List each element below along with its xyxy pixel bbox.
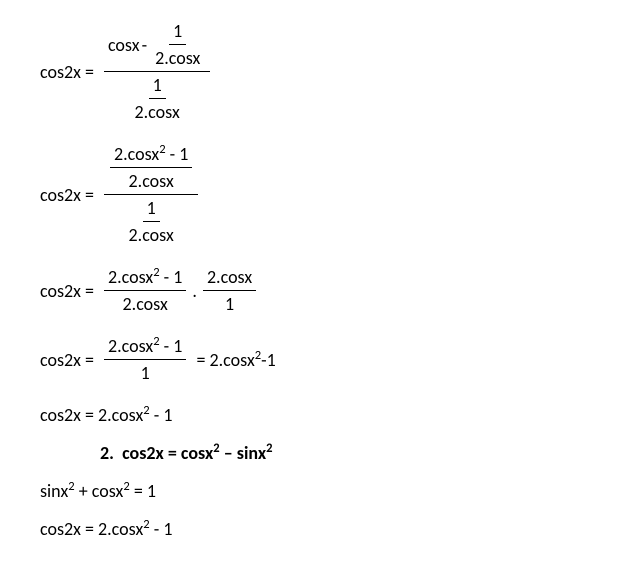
heading-num: 2. — [100, 442, 114, 464]
lhs: cos2x = — [40, 280, 94, 302]
inner-fraction-num: 1 2.cosx — [151, 20, 204, 69]
two-cosx: 2.cosx — [151, 45, 204, 69]
outer-fraction: cosx - 1 2.cosx 1 2.cosx — [104, 20, 210, 123]
inner-fraction-den: 1 2.cosx — [125, 197, 178, 246]
one: 1 — [143, 197, 160, 222]
inner-fraction-num: 2.cosx2 - 1 2.cosx — [110, 143, 192, 192]
identity-line: cos2x = 2.cosx2 - 1 — [40, 404, 172, 426]
two-cosx: 2.cosx — [119, 291, 172, 315]
lhs: cos2x = — [40, 61, 94, 83]
two-cosx: 2.cosx — [125, 168, 178, 192]
lhs: cos2x = — [40, 184, 94, 206]
two-cosx2-minus-1: 2.cosx2 - 1 — [108, 266, 182, 288]
inner-fraction-den: 1 2.cosx — [131, 74, 184, 123]
fraction-a: 2.cosx2 - 1 2.cosx — [104, 266, 186, 315]
equation-row-5: cos2x = 2.cosx2 - 1 — [40, 404, 598, 426]
equation-row-1: cos2x = cosx - 1 2.cosx 1 2.cosx — [40, 20, 598, 123]
pythag-line: sinx2 + cosx2 = 1 — [40, 480, 156, 502]
pythagorean-identity: sinx2 + cosx2 = 1 — [40, 480, 598, 502]
dot-op: . — [192, 280, 197, 302]
two-cosx: 2.cosx — [203, 266, 256, 291]
two-cosx: 2.cosx — [131, 99, 184, 123]
equation-row-6: cos2x = 2.cosx2 - 1 — [40, 518, 598, 540]
result: = 2.cosx2-1 — [192, 349, 275, 371]
two-cosx2-minus-1: 2.cosx2 - 1 — [108, 335, 182, 357]
two-cosx: 2.cosx — [125, 222, 178, 246]
fraction: 2.cosx2 - 1 1 — [104, 335, 186, 384]
two-cosx2: 2.cosx2 - 1 — [114, 143, 188, 165]
one: 1 — [137, 360, 154, 384]
minus-op: - — [142, 34, 148, 56]
equation-row-3: cos2x = 2.cosx2 - 1 2.cosx . 2.cosx 1 — [40, 266, 598, 315]
heading-text: cos2x = cosx2 – sinx2 — [122, 442, 272, 464]
outer-fraction: 2.cosx2 - 1 2.cosx 1 2.cosx — [104, 143, 198, 246]
equation-row-4: cos2x = 2.cosx2 - 1 1 = 2.cosx2-1 — [40, 335, 598, 384]
section-heading-2: 2. cos2x = cosx2 – sinx2 — [100, 442, 598, 464]
lhs: cos2x = — [40, 349, 94, 371]
equation-row-2: cos2x = 2.cosx2 - 1 2.cosx 1 2.cosx — [40, 143, 598, 246]
one: 1 — [221, 291, 238, 315]
cosx: cosx — [108, 34, 140, 56]
fraction-b: 2.cosx 1 — [203, 266, 256, 315]
one: 1 — [169, 20, 186, 45]
identity-line: cos2x = 2.cosx2 - 1 — [40, 518, 172, 540]
numerator-expr: cosx - 1 2.cosx — [108, 20, 206, 69]
one: 1 — [149, 74, 166, 99]
